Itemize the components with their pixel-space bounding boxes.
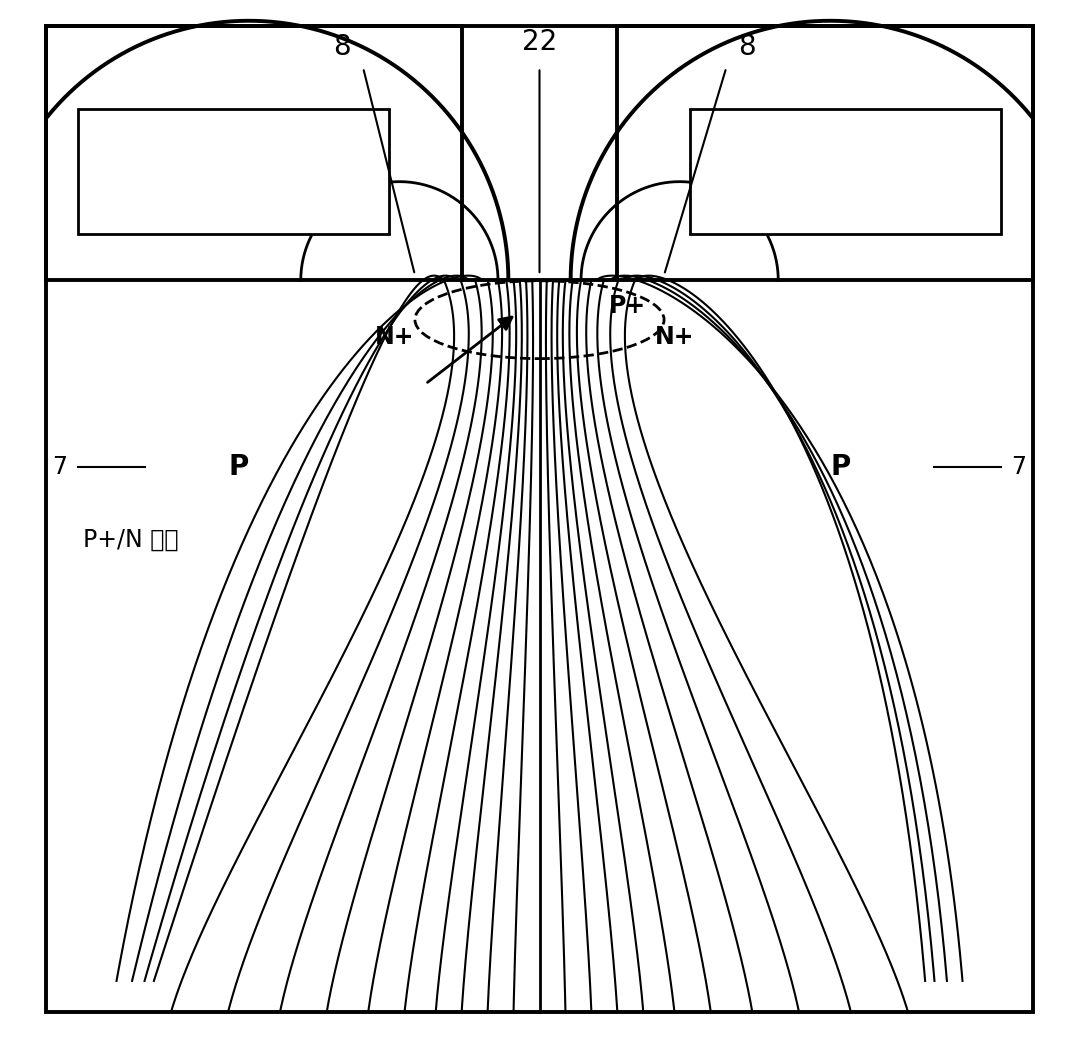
Text: N+: N+ (655, 325, 694, 350)
Bar (78, 109, 390, 234)
Text: 7: 7 (53, 455, 68, 480)
Text: 7: 7 (1011, 455, 1026, 480)
Text: N+: N+ (374, 325, 414, 350)
Text: 22: 22 (522, 28, 557, 55)
Text: 8: 8 (738, 33, 756, 60)
Text: P: P (831, 454, 850, 481)
Text: P+/N 击穿: P+/N 击穿 (83, 527, 178, 552)
Bar (689, 109, 1001, 234)
Text: P+: P+ (610, 294, 646, 319)
Text: P: P (229, 454, 248, 481)
Text: 8: 8 (333, 33, 351, 60)
